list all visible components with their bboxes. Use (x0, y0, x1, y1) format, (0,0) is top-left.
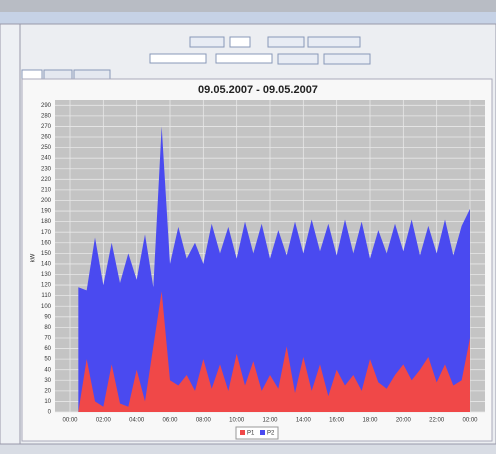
y-tick-label: 10 (44, 399, 51, 405)
y-tick-label: 30 (44, 378, 51, 384)
tab[interactable] (74, 70, 110, 79)
legend-label: P1 (247, 431, 255, 437)
y-tick-label: 150 (41, 251, 52, 257)
y-tick-label: 280 (41, 113, 52, 119)
y-tick-label: 80 (44, 325, 51, 331)
y-tick-label: 20 (44, 388, 51, 394)
y-tick-label: 250 (41, 145, 52, 151)
y-tick-label: 60 (44, 346, 51, 352)
y-axis-label: kW (31, 253, 37, 262)
y-tick-label: 160 (41, 240, 52, 246)
button[interactable] (308, 37, 360, 47)
title-bar (0, 12, 496, 24)
chart-title: 09.05.2007 - 09.05.2007 (198, 84, 318, 96)
y-tick-label: 140 (41, 262, 52, 268)
y-tick-label: 190 (41, 209, 52, 215)
y-tick-label: 260 (41, 135, 52, 141)
y-tick-label: 170 (41, 230, 52, 236)
x-tick-label: 20:00 (396, 418, 412, 424)
y-tick-label: 100 (41, 304, 52, 310)
y-tick-label: 110 (41, 293, 51, 299)
x-tick-label: 14:00 (296, 418, 312, 424)
x-tick-label: 00:00 (462, 418, 478, 424)
y-tick-label: 70 (44, 336, 51, 342)
button[interactable] (268, 37, 304, 47)
y-tick-label: 50 (44, 357, 51, 363)
y-tick-label: 120 (41, 283, 52, 289)
y-tick-label: 210 (41, 187, 52, 193)
y-tick-label: 270 (41, 124, 52, 130)
desktop-strip (0, 0, 496, 12)
legend-swatch (260, 430, 265, 435)
tab[interactable] (22, 70, 42, 79)
button[interactable] (324, 54, 370, 64)
x-tick-label: 02:00 (96, 418, 112, 424)
y-tick-label: 90 (44, 314, 51, 320)
button[interactable] (190, 37, 224, 47)
tab[interactable] (44, 70, 72, 79)
legend-label: P2 (267, 431, 275, 437)
y-tick-label: 240 (41, 156, 52, 162)
button[interactable] (278, 54, 318, 64)
x-tick-label: 18:00 (362, 418, 378, 424)
x-tick-label: 06:00 (162, 418, 178, 424)
x-tick-label: 22:00 (429, 418, 445, 424)
x-tick-label: 00:00 (62, 418, 78, 424)
page: 09.05.2007 - 09.05.2007 kW 0102030405060… (0, 0, 496, 449)
y-tick-label: 220 (41, 177, 52, 183)
side-panel (0, 24, 20, 444)
y-tick-label: 180 (41, 219, 52, 225)
x-tick-label: 10:00 (229, 418, 245, 424)
x-tick-label: 04:00 (129, 418, 145, 424)
y-tick-label: 130 (41, 272, 52, 278)
date-field[interactable] (216, 54, 272, 63)
y-tick-label: 40 (44, 367, 51, 373)
date-field[interactable] (150, 54, 206, 63)
x-tick-label: 16:00 (329, 418, 345, 424)
legend-swatch (240, 430, 245, 435)
y-tick-label: 200 (41, 198, 52, 204)
dropdown[interactable] (230, 37, 250, 47)
screen: 09.05.2007 - 09.05.2007 kW 0102030405060… (0, 0, 496, 449)
y-tick-label: 230 (41, 166, 52, 172)
y-tick-label: 290 (41, 103, 52, 109)
x-tick-label: 08:00 (196, 418, 212, 424)
x-tick-label: 12:00 (262, 418, 278, 424)
